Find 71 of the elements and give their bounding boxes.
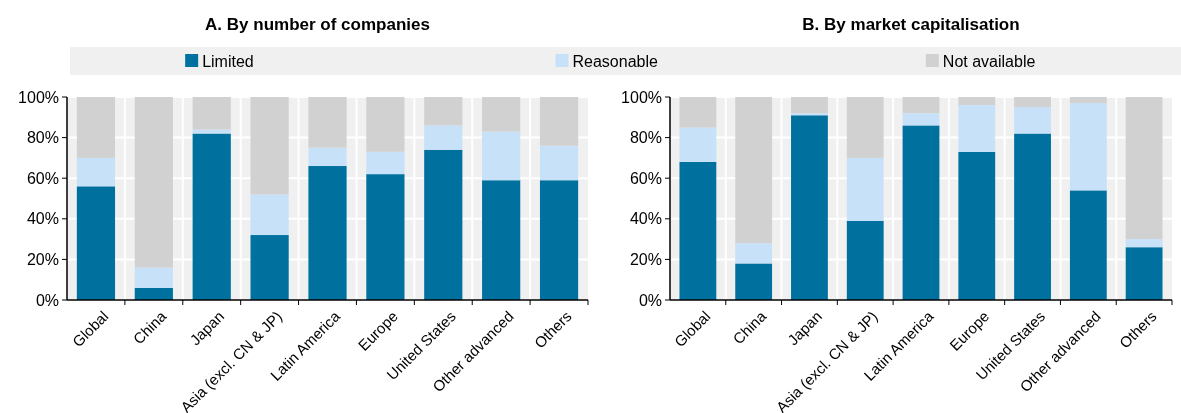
bar	[735, 263, 773, 300]
bar	[308, 147, 347, 167]
bar	[958, 105, 996, 152]
bar	[539, 97, 579, 146]
bar	[958, 97, 996, 106]
y-tick-label: 0%	[638, 291, 662, 309]
y-tick-label: 20%	[629, 251, 662, 268]
bar	[1014, 133, 1051, 300]
bar	[1125, 97, 1163, 240]
bar	[679, 127, 717, 162]
chart-title: B. By market capitalisation	[802, 15, 1020, 34]
bar	[902, 97, 940, 114]
bar	[1014, 107, 1051, 134]
y-tick-label: 40%	[26, 210, 59, 228]
bar	[192, 133, 231, 300]
bar	[192, 129, 231, 134]
legend-label: Not available	[942, 52, 1036, 70]
bar	[192, 97, 231, 130]
bar	[134, 267, 173, 288]
legend-label: Reasonable	[572, 52, 658, 70]
y-tick-label: 0%	[35, 291, 59, 309]
bar	[308, 166, 347, 300]
bar	[846, 97, 884, 158]
bar	[539, 145, 579, 181]
legend-label: Limited	[202, 52, 254, 70]
bar	[1125, 239, 1163, 248]
y-tick-label: 80%	[26, 129, 59, 147]
bar	[1069, 97, 1107, 104]
bar	[366, 97, 405, 152]
bar	[846, 157, 884, 221]
bar	[1069, 190, 1107, 300]
bar	[366, 174, 405, 300]
bar	[1014, 97, 1051, 108]
y-tick-label: 100%	[18, 88, 59, 106]
bar	[679, 161, 717, 300]
bar	[539, 180, 579, 300]
bar	[958, 151, 996, 300]
bar	[424, 125, 463, 150]
bar	[735, 243, 773, 264]
y-tick-label: 60%	[629, 169, 662, 187]
bar	[134, 287, 173, 300]
y-tick-label: 80%	[629, 129, 662, 147]
chart-title: A. By number of companies	[205, 15, 430, 34]
bar	[735, 97, 773, 244]
bar	[76, 157, 116, 187]
bar	[791, 97, 828, 114]
bar	[76, 186, 116, 300]
bar	[134, 97, 173, 268]
bar	[902, 125, 940, 300]
bar	[1069, 103, 1107, 191]
bar	[482, 97, 521, 132]
bar	[250, 194, 289, 236]
bar	[424, 97, 463, 126]
bar	[366, 151, 405, 175]
bar	[791, 115, 828, 300]
bar	[679, 97, 717, 128]
bar	[424, 149, 463, 300]
bar	[846, 220, 884, 300]
y-tick-label: 100%	[621, 88, 662, 106]
bar	[902, 113, 940, 126]
y-tick-label: 60%	[26, 169, 59, 187]
bar	[250, 235, 289, 300]
bar	[76, 97, 116, 158]
y-tick-label: 20%	[26, 251, 59, 268]
bar	[308, 97, 347, 148]
bar	[250, 97, 289, 195]
bar	[482, 180, 521, 300]
bar	[482, 131, 521, 181]
y-tick-label: 40%	[629, 210, 662, 228]
bar	[1125, 247, 1163, 300]
bar	[791, 113, 828, 116]
